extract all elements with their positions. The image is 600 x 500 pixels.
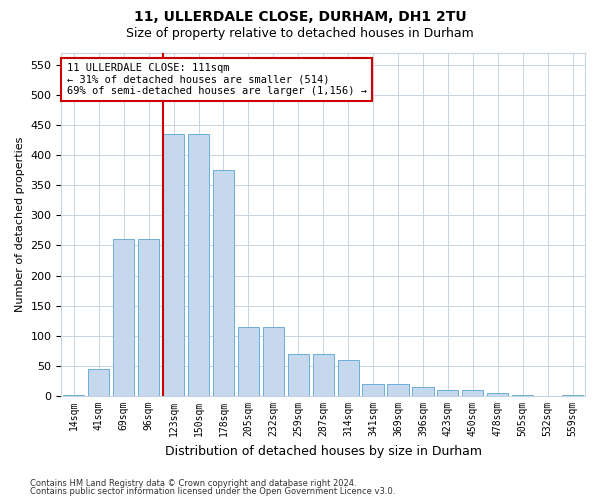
Text: 11 ULLERDALE CLOSE: 111sqm
← 31% of detached houses are smaller (514)
69% of sem: 11 ULLERDALE CLOSE: 111sqm ← 31% of deta… — [67, 63, 367, 96]
Text: Contains HM Land Registry data © Crown copyright and database right 2024.: Contains HM Land Registry data © Crown c… — [30, 478, 356, 488]
Bar — [188, 134, 209, 396]
Bar — [63, 395, 85, 396]
Bar — [238, 326, 259, 396]
Bar — [462, 390, 484, 396]
Bar — [138, 240, 159, 396]
X-axis label: Distribution of detached houses by size in Durham: Distribution of detached houses by size … — [165, 444, 482, 458]
Bar — [562, 395, 583, 396]
Y-axis label: Number of detached properties: Number of detached properties — [15, 136, 25, 312]
Bar — [362, 384, 383, 396]
Bar — [213, 170, 234, 396]
Bar — [338, 360, 359, 396]
Bar — [487, 393, 508, 396]
Text: 11, ULLERDALE CLOSE, DURHAM, DH1 2TU: 11, ULLERDALE CLOSE, DURHAM, DH1 2TU — [134, 10, 466, 24]
Text: Contains public sector information licensed under the Open Government Licence v3: Contains public sector information licen… — [30, 487, 395, 496]
Bar — [163, 134, 184, 396]
Bar — [412, 387, 434, 396]
Bar — [437, 390, 458, 396]
Bar — [263, 326, 284, 396]
Bar — [512, 395, 533, 396]
Bar — [88, 369, 109, 396]
Bar — [388, 384, 409, 396]
Text: Size of property relative to detached houses in Durham: Size of property relative to detached ho… — [126, 28, 474, 40]
Bar — [287, 354, 309, 396]
Bar — [113, 240, 134, 396]
Bar — [313, 354, 334, 396]
